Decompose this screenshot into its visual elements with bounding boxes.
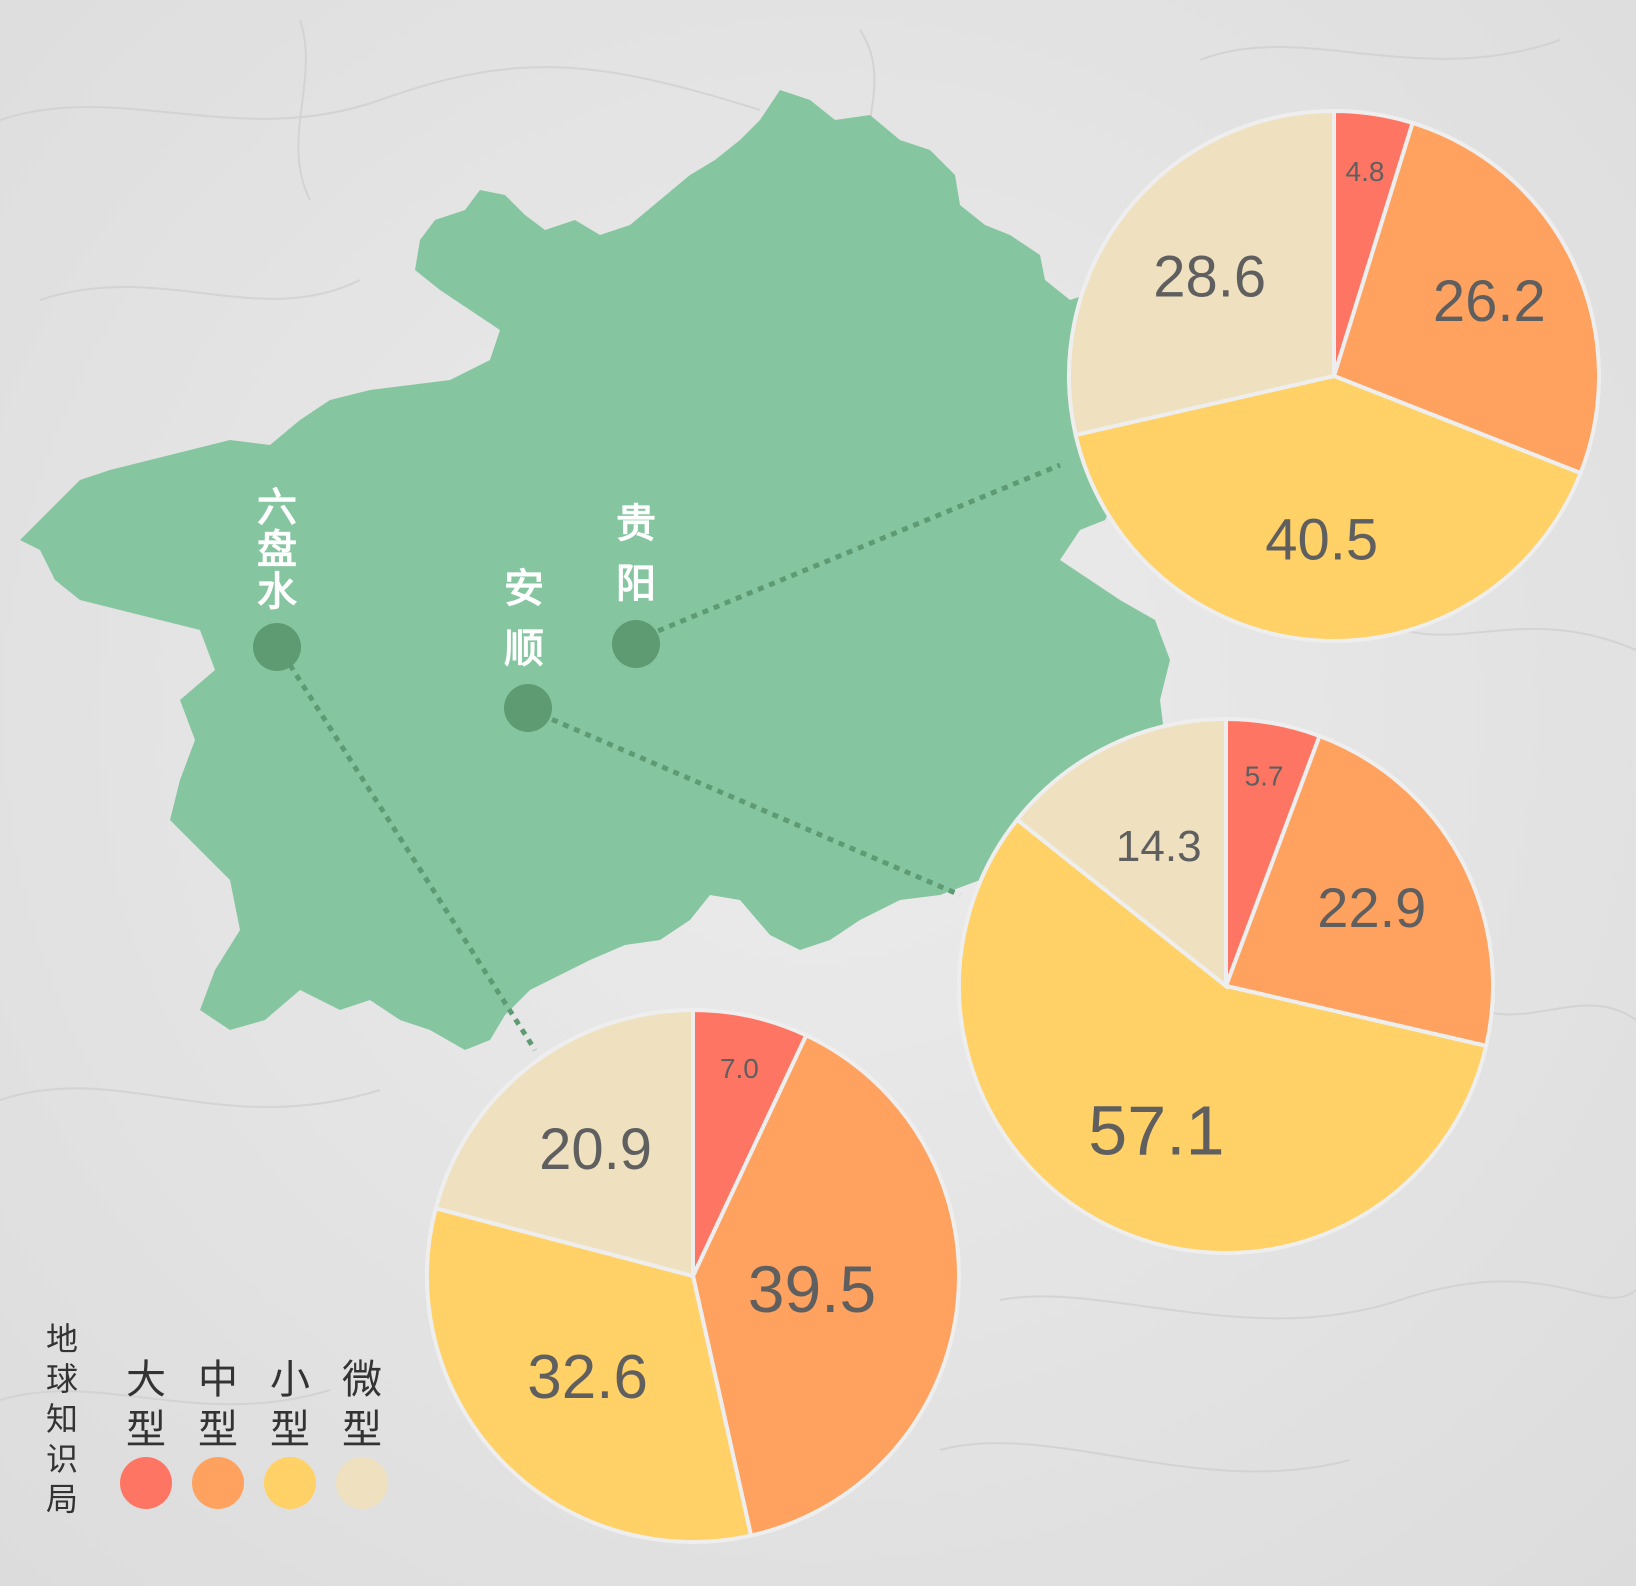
svg-text:盘: 盘 [257,526,297,573]
svg-text:大: 大 [126,1357,166,1403]
legend-item-medium: 中 型 [192,1357,244,1509]
pie-label-large: 4.8 [1346,156,1385,187]
pie-label-small: 57.1 [1088,1091,1224,1169]
marker-anshun [504,684,552,732]
pie-slice-micro [433,1007,695,1279]
legend: 地 球 知 识 局 大 型 中 型 小 型 微 型 [46,1320,388,1518]
svg-text:阳: 阳 [616,560,656,607]
legend-swatch-micro [336,1457,388,1509]
svg-text:安: 安 [504,565,544,612]
svg-text:贵: 贵 [616,500,656,547]
pie-label-micro: 14.3 [1116,822,1202,871]
connector-guiyang [635,462,1061,643]
svg-text:型: 型 [270,1407,310,1453]
connector-liupanshui [287,663,538,1052]
pie-slice-large [691,1007,809,1277]
pie-label-medium: 26.2 [1433,269,1546,334]
pie-label-large: 5.7 [1245,760,1284,791]
svg-text:小: 小 [270,1357,310,1403]
svg-text:型: 型 [342,1407,382,1453]
svg-text:识: 识 [46,1440,78,1478]
svg-text:知: 知 [46,1400,78,1438]
svg-text:型: 型 [126,1407,166,1453]
legend-item-large: 大 型 [120,1357,172,1509]
legend-item-micro: 微 型 [336,1357,388,1509]
marker-guiyang [612,620,660,668]
legend-item-small: 小 型 [264,1357,316,1509]
pie-slice-medium [1331,120,1601,476]
pie-slice-small [957,816,1489,1255]
city-label-liupanshui: 六 盘 水 [257,484,298,615]
pie-slice-medium [690,1032,961,1538]
pie-label-small: 32.6 [527,1343,648,1412]
legend-swatch-large [120,1457,172,1509]
pie-slice-small [425,1205,754,1544]
pie-slice-micro [1067,108,1336,438]
pie-slice-medium [1223,733,1495,1049]
pie-label-micro: 28.6 [1153,244,1266,309]
svg-text:六: 六 [257,484,297,531]
pie-label-micro: 20.9 [539,1117,652,1182]
svg-text:中: 中 [198,1357,238,1403]
pie-label-medium: 39.5 [748,1252,876,1326]
legend-source: 地 球 知 识 局 [46,1320,78,1518]
pie-label-large: 7.0 [720,1053,759,1084]
legend-swatch-small [264,1457,316,1509]
city-label-guiyang: 贵 阳 [616,500,656,607]
svg-text:局: 局 [46,1480,78,1518]
legend-swatch-medium [192,1457,244,1509]
svg-text:地: 地 [46,1320,78,1358]
svg-text:型: 型 [198,1407,238,1453]
pie-guiyang: 4.8 26.2 40.5 28.6 [1067,108,1601,643]
pie-liupanshui: 7.0 39.5 32.6 20.9 [425,1007,961,1544]
svg-text:顺: 顺 [504,625,544,672]
pie-anshun: 5.7 22.9 57.1 14.3 [957,716,1495,1255]
marker-liupanshui [253,623,301,671]
pie-label-small: 40.5 [1265,507,1378,572]
city-label-anshun: 安 顺 [504,565,544,672]
pie-slice-micro [1014,716,1228,991]
svg-text:水: 水 [257,568,298,615]
province-land [20,90,1170,1050]
pie-slice-small [1073,373,1584,643]
svg-text:微: 微 [342,1357,382,1403]
pie-charts: 4.8 26.2 40.5 28.6 5.7 22.9 57.1 14.3 7.0 39.5 32.… [425,108,1601,1544]
svg-text:球: 球 [46,1360,78,1398]
pie-label-medium: 22.9 [1317,876,1426,939]
